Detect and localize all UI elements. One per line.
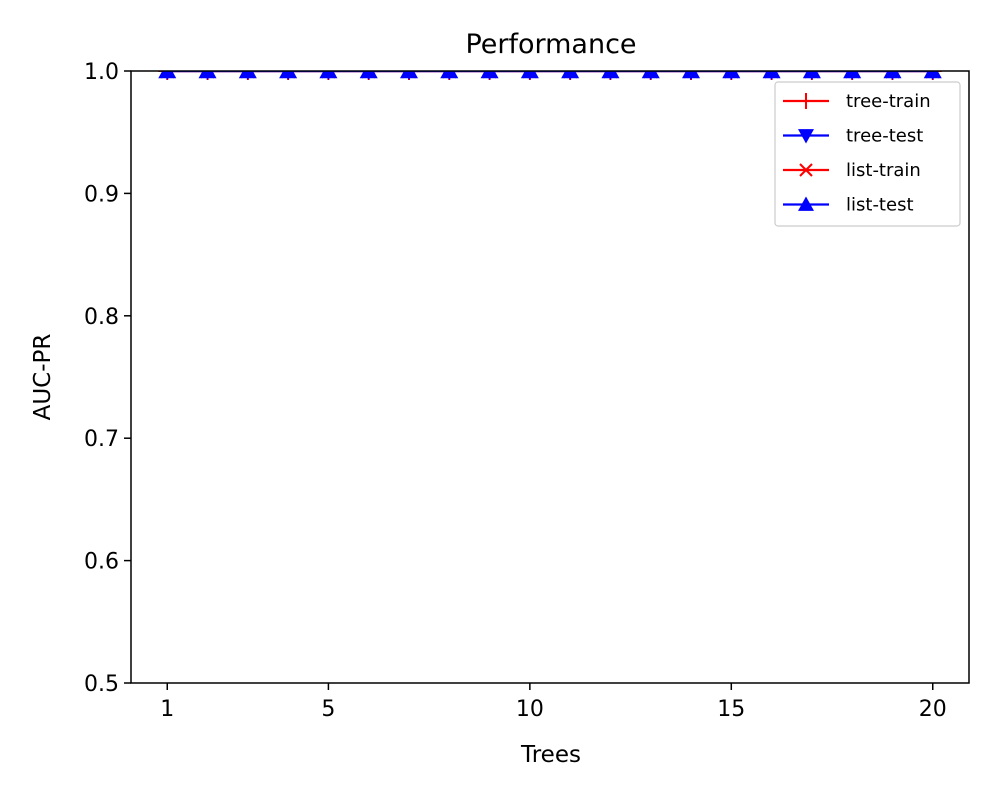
point-list-test xyxy=(883,71,902,79)
legend-marker xyxy=(798,93,814,109)
point-list-test xyxy=(843,71,862,79)
x-tick-label: 5 xyxy=(321,697,335,722)
plot-frame xyxy=(130,70,970,684)
point-list-test xyxy=(762,71,781,79)
point-list-test xyxy=(279,71,298,79)
legend-item-list-train: list-train xyxy=(783,160,921,181)
point-list-test xyxy=(561,71,580,79)
axis-ticks: 1 5 10 15 200.50.60.70.80.91.0 xyxy=(84,60,947,722)
legend-box xyxy=(774,81,961,227)
legend-marker xyxy=(798,196,814,211)
y-tick-label: 0.7 xyxy=(84,427,119,452)
point-list-test xyxy=(440,71,459,79)
point-list-test xyxy=(682,71,701,79)
y-tick-label: 0.6 xyxy=(84,550,119,575)
chart-title: Performance xyxy=(465,29,636,60)
x-tick-label: 1 xyxy=(160,697,174,722)
point-list-test xyxy=(158,71,177,79)
y-tick-label: 0.8 xyxy=(84,305,119,330)
legend-label: list-test xyxy=(846,195,914,216)
point-list-test xyxy=(198,71,217,79)
y-tick-label: 0.5 xyxy=(84,672,119,697)
legend-marker xyxy=(799,163,813,177)
legend-item-list-test: list-test xyxy=(783,195,914,216)
point-list-test xyxy=(802,71,821,79)
x-tick-label: 20 xyxy=(919,697,947,722)
y-axis-label: AUC-PR xyxy=(30,334,56,421)
point-list-test xyxy=(923,71,942,79)
point-list-test xyxy=(238,71,257,79)
clipped-series xyxy=(158,71,942,80)
point-list-test xyxy=(641,71,660,79)
point-list-test xyxy=(520,71,539,79)
point-list-test xyxy=(601,71,620,79)
point-list-test xyxy=(399,71,418,79)
point-list-test xyxy=(319,71,338,79)
y-tick-label: 1.0 xyxy=(84,60,119,85)
point-list-test xyxy=(359,71,378,79)
legend-label: tree-train xyxy=(846,91,931,112)
series-list-test xyxy=(158,71,942,79)
legend-item-tree-test: tree-test xyxy=(783,126,923,147)
legend-label: tree-test xyxy=(846,126,923,147)
legend-marker-b xyxy=(799,163,813,177)
point-list-test xyxy=(722,71,741,79)
x-tick-label: 15 xyxy=(717,697,745,722)
legend: tree-train tree-test list-train list-test xyxy=(774,81,961,227)
x-axis-label: Trees xyxy=(520,742,581,768)
legend-label: list-train xyxy=(846,160,921,181)
legend-marker xyxy=(798,129,814,144)
legend-item-tree-train: tree-train xyxy=(783,91,931,112)
point-list-test xyxy=(480,71,499,79)
x-tick-label: 10 xyxy=(516,697,544,722)
y-tick-label: 0.9 xyxy=(84,182,119,207)
series-layer xyxy=(158,71,942,80)
